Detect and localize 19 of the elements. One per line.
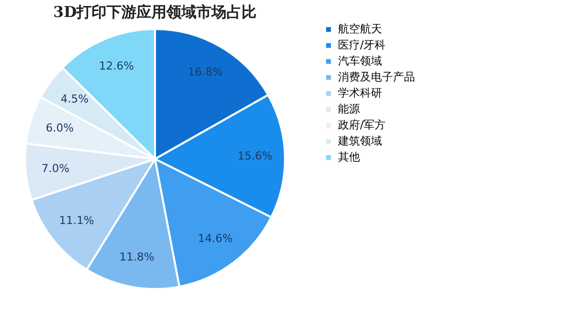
data-label: 12.6% — [98, 60, 134, 73]
data-label: 15.6% — [237, 149, 272, 162]
legend-label: 建筑领域 — [337, 134, 382, 148]
legend-label: 汽车领域 — [338, 54, 382, 68]
data-label: 6.0% — [46, 122, 74, 135]
chart-title: 3D打印下游应用领域市场占比 — [53, 3, 257, 21]
data-label: 14.6% — [198, 232, 233, 245]
legend-label: 学术科研 — [338, 86, 382, 100]
data-label: 7.0% — [42, 162, 70, 176]
data-label: 11.1% — [59, 214, 94, 228]
data-label: 4.5% — [60, 92, 89, 106]
legend-label: 消费及电子产品 — [338, 70, 415, 84]
legend-label: 政府/军方 — [338, 118, 386, 132]
legend-label: 航空航天 — [338, 22, 382, 36]
data-label: 11.8% — [119, 250, 154, 264]
legend-label: 医疗/牙科 — [338, 38, 386, 52]
data-label: 16.8% — [188, 66, 223, 79]
legend-label: 能源 — [338, 102, 360, 116]
legend-label: 其他 — [338, 150, 360, 164]
